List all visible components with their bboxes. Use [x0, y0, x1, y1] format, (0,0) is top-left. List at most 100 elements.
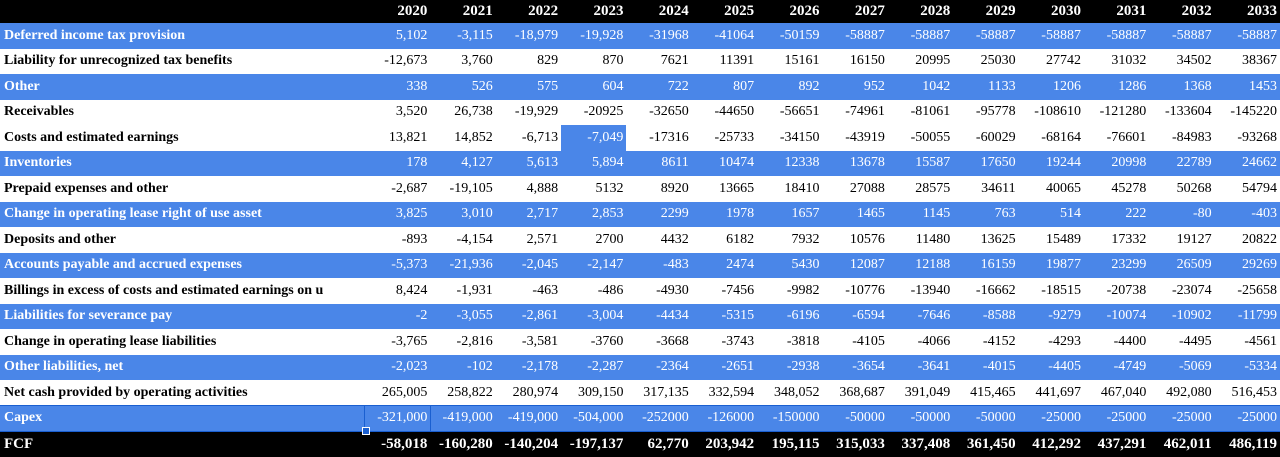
value-cell[interactable]: 27088 [849, 180, 885, 196]
value-cell[interactable]: -3760 [590, 333, 624, 349]
value-cell[interactable]: 15161 [784, 53, 820, 69]
value-cell[interactable]: -252000 [626, 405, 692, 432]
value-cell[interactable]: -160,280 [438, 435, 493, 452]
value-cell[interactable]: -2,023 [391, 359, 428, 375]
value-cell[interactable]: 1453 [1249, 78, 1278, 94]
value-cell[interactable]: -3818 [786, 333, 820, 349]
value-cell[interactable]: 952 [863, 78, 885, 94]
value-cell[interactable]: 16150 [849, 53, 885, 69]
value-cell[interactable]: -4015 [982, 359, 1016, 375]
value-cell[interactable]: -150000 [757, 405, 823, 432]
year-header-2025[interactable]: 2025 [724, 3, 755, 19]
value-cell[interactable]: -4930 [656, 282, 689, 298]
value-cell[interactable]: -41064 [714, 27, 755, 43]
value-cell[interactable]: -25000 [1214, 405, 1280, 432]
value-cell[interactable]: -25000 [1149, 405, 1215, 432]
value-cell[interactable]: 2,853 [591, 206, 624, 222]
value-cell[interactable]: 317,135 [643, 384, 689, 400]
value-cell[interactable]: -58887 [1041, 27, 1081, 43]
value-cell[interactable]: 178 [406, 155, 428, 171]
value-cell[interactable]: -10074 [1106, 308, 1147, 324]
row-label[interactable]: Other liabilities, net [4, 359, 124, 375]
value-cell[interactable]: 1133 [988, 78, 1016, 94]
value-cell[interactable]: 415,465 [970, 384, 1016, 400]
value-cell[interactable]: 486,119 [1229, 435, 1278, 452]
value-cell[interactable]: -58887 [1237, 27, 1278, 43]
value-cell[interactable]: -419,000 [495, 405, 562, 432]
value-cell[interactable]: 31032 [1111, 53, 1147, 69]
value-cell[interactable]: 526 [471, 78, 493, 94]
value-cell[interactable]: -893 [401, 231, 428, 247]
row-label[interactable]: Costs and estimated earnings [4, 129, 179, 145]
value-cell[interactable]: 807 [733, 78, 755, 94]
value-cell[interactable]: 829 [537, 53, 559, 69]
value-cell[interactable]: 12188 [915, 257, 951, 273]
value-cell[interactable]: -463 [532, 282, 559, 298]
value-cell[interactable]: 38367 [1242, 53, 1278, 69]
value-cell[interactable]: 29269 [1242, 257, 1278, 273]
value-cell[interactable]: 20998 [1111, 155, 1147, 171]
value-cell[interactable]: -19,929 [514, 104, 559, 120]
value-cell[interactable]: 516,453 [1231, 384, 1278, 400]
value-cell[interactable]: -2651 [721, 359, 755, 375]
value-cell[interactable]: -102 [467, 359, 493, 375]
value-cell[interactable]: 15489 [1045, 231, 1081, 247]
value-cell[interactable]: -6594 [852, 308, 885, 324]
value-cell[interactable]: 50268 [1176, 180, 1212, 196]
value-cell[interactable]: -16662 [975, 282, 1016, 298]
value-cell[interactable]: 18410 [784, 180, 820, 196]
value-cell[interactable]: -2938 [786, 359, 820, 375]
value-cell[interactable]: 5,613 [526, 155, 559, 171]
value-cell[interactable]: 361,450 [966, 435, 1016, 452]
value-cell[interactable]: -8588 [982, 308, 1016, 324]
row-label[interactable]: Capex [0, 405, 365, 432]
value-cell[interactable]: 1206 [1052, 78, 1081, 94]
value-cell[interactable]: -19,105 [449, 180, 493, 196]
value-cell[interactable]: -2,178 [521, 359, 559, 375]
value-cell[interactable]: -2,816 [456, 333, 493, 349]
row-label[interactable]: Liabilities for severance pay [4, 308, 173, 324]
value-cell[interactable]: 13665 [719, 180, 755, 196]
value-cell[interactable]: 20822 [1242, 231, 1278, 247]
row-label[interactable]: Other [4, 78, 40, 94]
value-cell[interactable]: -18,979 [514, 27, 559, 43]
value-cell[interactable]: -43919 [845, 129, 885, 145]
value-cell[interactable]: -3,055 [456, 308, 493, 324]
value-cell[interactable]: 5430 [791, 257, 820, 273]
value-cell[interactable]: 34502 [1176, 53, 1212, 69]
value-cell[interactable]: -3,765 [391, 333, 428, 349]
row-label[interactable]: Change in operating lease right of use a… [4, 206, 262, 222]
value-cell[interactable]: -10902 [1172, 308, 1212, 324]
value-cell[interactable]: 441,697 [1035, 384, 1081, 400]
value-cell[interactable]: 10474 [719, 155, 755, 171]
value-cell[interactable]: 222 [1125, 206, 1147, 222]
value-cell[interactable]: 12338 [784, 155, 820, 171]
value-cell[interactable]: 280,974 [512, 384, 559, 400]
value-cell[interactable]: -121280 [1099, 104, 1147, 120]
value-cell[interactable]: -2 [415, 308, 428, 324]
value-cell[interactable]: 17332 [1111, 231, 1147, 247]
value-cell[interactable]: -50000 [887, 405, 954, 432]
value-cell[interactable]: -68164 [1041, 129, 1081, 145]
value-cell[interactable]: 27742 [1045, 53, 1081, 69]
value-cell[interactable]: -4400 [1113, 333, 1147, 349]
value-cell[interactable]: -81061 [910, 104, 951, 120]
value-cell[interactable]: 604 [602, 78, 624, 94]
value-cell[interactable]: -7456 [721, 282, 755, 298]
value-cell[interactable]: 892 [798, 78, 820, 94]
value-cell[interactable]: 4,127 [461, 155, 493, 171]
value-cell[interactable]: 722 [667, 78, 689, 94]
value-cell[interactable]: -197,137 [569, 435, 624, 452]
value-cell[interactable]: -74961 [845, 104, 885, 120]
value-cell[interactable]: -21,936 [449, 257, 493, 273]
value-cell[interactable]: 10576 [849, 231, 885, 247]
value-cell[interactable]: 13678 [849, 155, 885, 171]
value-cell[interactable]: 5,894 [591, 155, 624, 171]
value-cell[interactable]: 25030 [980, 53, 1016, 69]
value-cell[interactable]: 26509 [1176, 257, 1212, 273]
value-cell[interactable]: 4432 [660, 231, 689, 247]
value-cell[interactable]: 17650 [980, 155, 1016, 171]
value-cell[interactable]: -5315 [721, 308, 755, 324]
value-cell[interactable]: -4561 [1244, 333, 1278, 349]
value-cell[interactable]: 315,033 [836, 435, 885, 452]
